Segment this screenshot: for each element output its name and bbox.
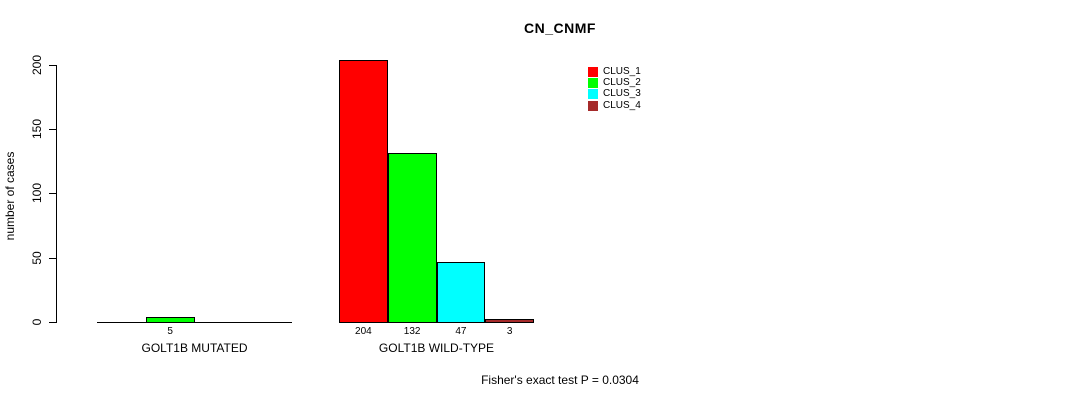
bar-value-label: 204 xyxy=(355,326,372,337)
fisher-test-annotation: Fisher's exact test P = 0.0304 xyxy=(481,373,639,387)
legend-label: CLUS_1 xyxy=(603,65,641,77)
group-label: GOLT1B WILD-TYPE xyxy=(378,341,495,355)
legend-label: CLUS_3 xyxy=(603,88,641,100)
bar-clus_4 xyxy=(485,319,534,323)
group-label: GOLT1B MUTATED xyxy=(141,341,248,355)
y-axis-line xyxy=(56,65,57,323)
legend-item: CLUS_2 xyxy=(588,77,641,88)
y-tick-label: 0 xyxy=(30,318,44,326)
chart-title: CN_CNMF xyxy=(524,20,596,36)
legend-item: CLUS_1 xyxy=(588,66,641,77)
bar-clus_1 xyxy=(339,60,388,323)
y-tick-label: 150 xyxy=(30,118,44,140)
bar-clus_3 xyxy=(437,262,485,323)
legend-label: CLUS_2 xyxy=(603,76,641,88)
y-tick-mark xyxy=(49,258,56,259)
bar-value-label: 47 xyxy=(455,326,467,337)
y-tick-label: 50 xyxy=(30,251,44,265)
legend-label: CLUS_4 xyxy=(603,99,641,111)
y-tick-mark xyxy=(49,193,56,194)
legend-swatch-clus_3 xyxy=(588,89,598,100)
bar-value-label: 3 xyxy=(506,326,513,337)
y-tick-label: 100 xyxy=(30,182,44,204)
y-axis-label: number of cases xyxy=(3,151,17,241)
y-tick-label: 200 xyxy=(30,54,44,76)
legend-swatch-clus_4 xyxy=(588,100,598,111)
legend: CLUS_1 CLUS_2 CLUS_3 CLUS_4 xyxy=(588,66,641,111)
legend-item: CLUS_3 xyxy=(588,89,641,100)
bar-value-label: 132 xyxy=(403,326,421,337)
legend-swatch-clus_2 xyxy=(588,77,598,88)
legend-item: CLUS_4 xyxy=(588,100,641,111)
legend-swatch-clus_1 xyxy=(588,66,598,77)
y-tick-mark xyxy=(49,129,56,130)
y-tick-mark xyxy=(49,65,56,66)
bar-value-label: 5 xyxy=(167,326,173,337)
bar-clus_2 xyxy=(146,317,195,323)
bar-clus_2 xyxy=(388,153,437,323)
y-tick-mark xyxy=(49,322,56,323)
